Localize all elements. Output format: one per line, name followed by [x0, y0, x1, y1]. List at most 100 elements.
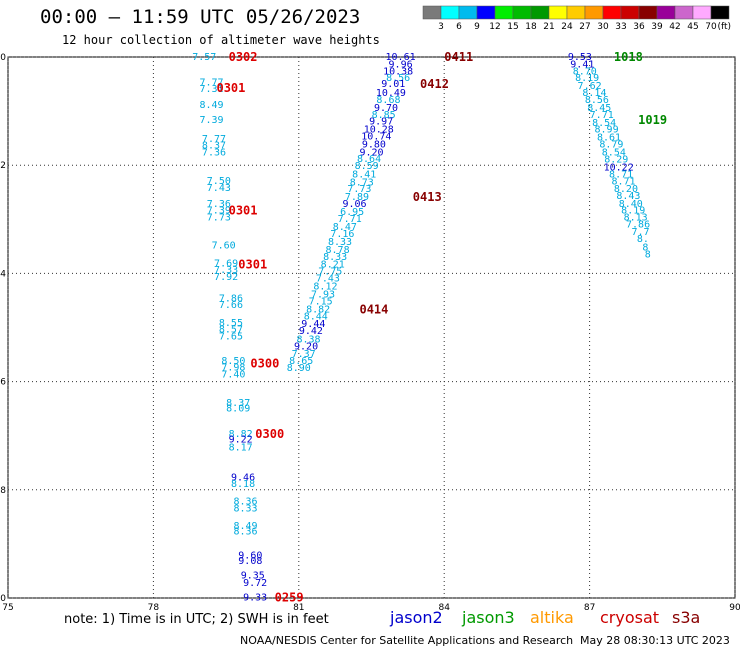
- colorbar-tick-label: 45: [687, 22, 698, 32]
- wave-height-value: 9.01: [381, 79, 405, 90]
- latitude-tick-label: -20: [0, 53, 6, 63]
- track-altika: 10.619.9610.388.569.0110.498.689.708.859…: [287, 50, 473, 374]
- colorbar-tick-label: 36: [633, 22, 645, 32]
- wave-height-value: 10.49: [376, 88, 406, 99]
- wave-height-value: 10.28: [364, 124, 394, 135]
- wave-height-value: 7.37: [292, 349, 316, 360]
- wave-height-value: 8.79: [599, 140, 623, 151]
- latitude-tick-label: -28: [0, 486, 6, 496]
- wave-height-value: 8.41: [352, 169, 376, 180]
- wave-height-value: 7.66: [219, 300, 243, 311]
- wave-height-value: 8.13: [624, 213, 648, 224]
- wave-height-value: 7.15: [309, 296, 333, 307]
- wave-height-value: 8.36: [233, 497, 257, 508]
- wave-height-value: 8: [645, 249, 651, 260]
- wave-height-value: 9.20: [294, 341, 318, 352]
- wave-height-value: 8.49: [200, 100, 224, 111]
- wave-height-value: 8.49: [233, 521, 257, 532]
- wave-height-value: 8.45: [587, 103, 611, 114]
- wave-height-value: 7.40: [221, 369, 245, 380]
- wave-height-value: 7.93: [311, 289, 335, 300]
- wave-height-value: 8.99: [595, 124, 619, 135]
- credit-line: NOAA/NESDIS Center for Satellite Applica…: [240, 634, 574, 647]
- wave-height-value: 8.12: [313, 281, 337, 292]
- wave-height-value: 7.43: [207, 183, 231, 194]
- wave-height-value: 8.61: [597, 133, 621, 144]
- wave-height-value: 7.39: [200, 115, 224, 126]
- colorbar-tick-label: 30: [597, 22, 609, 32]
- legend-jason2: jason2: [390, 608, 443, 627]
- latitude-tick-label: -30: [0, 594, 6, 604]
- pass-time-label: 0259: [275, 590, 304, 604]
- wave-height-value: 9.08: [238, 556, 262, 567]
- wave-height-value: 9.44: [301, 319, 325, 330]
- longitude-tick-label: 90: [729, 603, 740, 613]
- colorbar-swatch: [638, 5, 658, 20]
- wave-height-value: 9.70: [374, 103, 398, 114]
- colorbar-tick-label: 33: [615, 22, 626, 32]
- pass-time-label: 0300: [255, 427, 284, 441]
- wave-height-value: 8.82: [229, 429, 253, 440]
- colorbar-tick-label: 12: [489, 22, 500, 32]
- wave-height-value: 8.90: [287, 363, 311, 374]
- wave-height-value: 9.72: [243, 578, 267, 589]
- wave-height-value: 7.65: [219, 332, 243, 343]
- wave-height-value: 8.56: [585, 95, 609, 106]
- wave-height-value: 7.73: [347, 184, 371, 195]
- wave-height-value: 8.85: [372, 110, 396, 121]
- legend-s3a: s3a: [672, 608, 701, 627]
- wave-height-value: 8.68: [376, 95, 400, 106]
- wave-height-value: 8.73: [350, 177, 374, 188]
- wave-height-value: 7.86: [219, 294, 243, 305]
- pass-time-label: 0411: [444, 50, 473, 64]
- wave-height-value: 7.36: [207, 199, 231, 210]
- wave-height-value: 9.46: [231, 472, 255, 483]
- wave-height-value: 8.44: [304, 312, 328, 323]
- wave-height-value: 9.20: [359, 148, 383, 159]
- longitude-tick-label: 84: [438, 603, 450, 613]
- wave-height-value: 10.74: [361, 131, 391, 142]
- wave-height-value: 8.29: [604, 155, 628, 166]
- wave-height-value: 9.35: [241, 571, 265, 582]
- wave-height-value: 9.42: [299, 326, 323, 337]
- pass-time-label: 0414: [359, 303, 388, 317]
- colorbar-tick-label: 39: [651, 22, 663, 32]
- wave-height-value: 8.54: [592, 118, 616, 129]
- generated-timestamp: May 28 08:30:13 UTC 2023: [580, 634, 730, 647]
- wave-height-value: 7.33: [214, 265, 238, 276]
- wave-height-value: 8.82: [306, 305, 330, 316]
- wave-height-value: 7.50: [207, 176, 231, 187]
- wave-height-value: 8.50: [221, 356, 245, 367]
- wave-height-value: 7.31: [200, 84, 224, 95]
- wave-height-value: 8.59: [355, 161, 379, 172]
- wave-height-value: 8.43: [616, 191, 640, 202]
- longitude-tick-label: 75: [2, 603, 13, 613]
- wave-height-value: 7.77: [202, 134, 226, 145]
- wave-height-value: 7.71: [338, 214, 362, 225]
- wave-height-value: 8.64: [357, 154, 381, 165]
- wave-height-value: 8.14: [582, 88, 606, 99]
- colorbar-tick-label: 18: [525, 22, 537, 32]
- wave-height-value: 8.36: [233, 526, 257, 537]
- wave-height-value: 7.98: [221, 362, 245, 373]
- wave-height-value: 7.60: [212, 241, 236, 252]
- longitude-tick-label: 78: [148, 603, 160, 613]
- wave-height-value: 9.06: [342, 199, 366, 210]
- wave-height-value: 6.95: [340, 207, 364, 218]
- longitude-tick-label: 81: [293, 603, 304, 613]
- colorbar-swatch: [458, 5, 478, 20]
- wave-height-value: 9.53: [568, 52, 592, 63]
- wave-height-value: 7.86: [626, 220, 650, 231]
- wave-height-value: 8.40: [619, 199, 643, 210]
- wave-height-value: 7.71: [590, 110, 614, 121]
- wave-height-value: 7.16: [330, 229, 354, 240]
- pass-time-label: 0301: [238, 258, 267, 272]
- wave-height-value: 10.22: [604, 162, 634, 173]
- wave-height-value: 9.96: [389, 59, 413, 70]
- colorbar-swatch: [440, 5, 460, 20]
- wave-height-value: 8.55: [219, 318, 243, 329]
- colorbar-swatch: [656, 5, 676, 20]
- wave-height-value: 7.69: [214, 259, 238, 270]
- colorbar-unit: (ft): [717, 22, 731, 32]
